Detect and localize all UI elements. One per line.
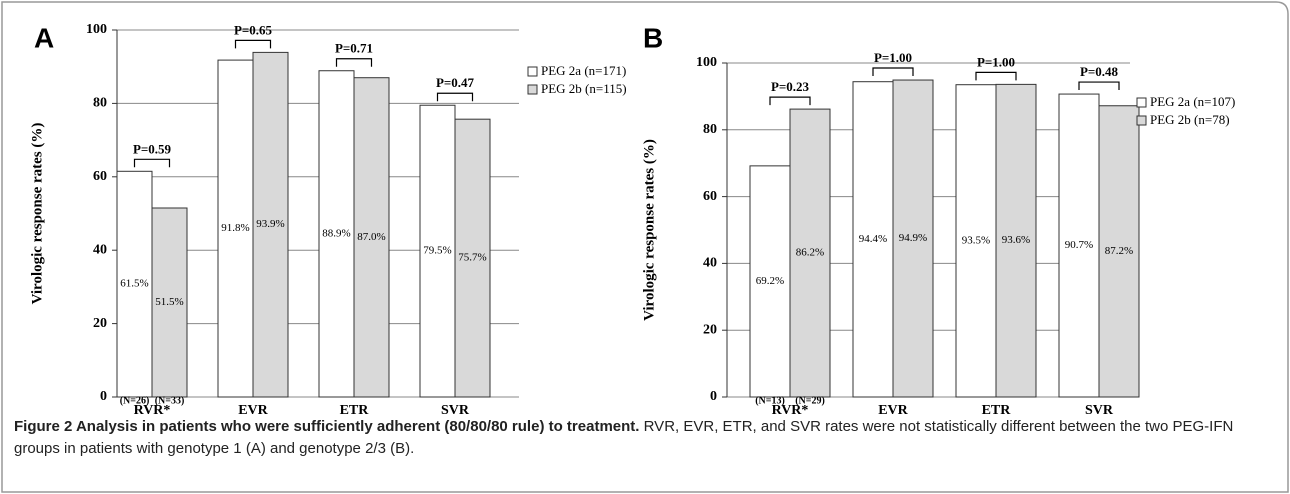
y-tick-label: 80 xyxy=(703,122,717,137)
p-value: P=1.00 xyxy=(977,54,1015,69)
n-label: (N=13) xyxy=(755,395,785,406)
legend-label: PEG 2b (n=78) xyxy=(1150,112,1230,127)
legend-label: PEG 2b (n=115) xyxy=(541,81,627,96)
caption-text: RVR, EVR, ETR, and SVR rates were not st… xyxy=(14,418,1234,457)
y-tick-label: 40 xyxy=(703,256,717,271)
bar xyxy=(353,77,390,398)
value-label: 86.2% xyxy=(796,247,824,259)
x-tick-label: EVR xyxy=(238,403,268,418)
bar xyxy=(995,83,1037,398)
bar xyxy=(892,79,934,398)
value-label: 69.2% xyxy=(756,275,784,287)
y-axis-label: Virologic response rates (%) xyxy=(29,123,45,305)
x-tick-label: SVR xyxy=(441,403,470,418)
p-bracket xyxy=(872,67,914,77)
bar xyxy=(116,170,153,398)
p-bracket xyxy=(436,92,474,102)
x-tick-label: ETR xyxy=(340,403,370,418)
p-value: P=1.00 xyxy=(874,50,912,65)
bar xyxy=(749,165,791,398)
p-value: P=0.65 xyxy=(234,22,273,37)
value-label: 79.5% xyxy=(423,245,451,257)
y-tick-label: 0 xyxy=(100,389,107,404)
value-label: 75.7% xyxy=(458,252,486,264)
bar xyxy=(151,207,188,398)
p-value: P=0.59 xyxy=(133,141,172,156)
panel-letter: B xyxy=(643,22,663,53)
x-tick-label: RVR* xyxy=(134,403,171,418)
value-label: 87.2% xyxy=(1105,245,1133,257)
y-tick-label: 100 xyxy=(86,22,107,37)
legend-label: PEG 2a (n=107) xyxy=(1150,94,1235,109)
panel-letter: A xyxy=(34,22,54,53)
n-label: (N=29) xyxy=(795,395,825,406)
y-tick-label: 60 xyxy=(93,169,107,184)
bar xyxy=(789,108,831,398)
legend-swatch xyxy=(1136,97,1147,108)
p-value: P=0.48 xyxy=(1080,64,1119,79)
y-axis-label: Virologic response rates (%) xyxy=(641,139,657,321)
p-bracket xyxy=(975,71,1017,81)
bar xyxy=(252,51,289,398)
value-label: 91.8% xyxy=(221,222,249,234)
bar xyxy=(852,81,894,398)
legend-label: PEG 2a (n=171) xyxy=(541,63,626,78)
x-tick-label: RVR* xyxy=(772,403,809,418)
value-label: 93.9% xyxy=(256,218,284,230)
bar xyxy=(318,70,355,398)
p-bracket xyxy=(133,158,171,168)
value-label: 93.5% xyxy=(962,234,990,246)
y-tick-label: 100 xyxy=(696,55,717,70)
p-bracket xyxy=(335,58,373,67)
bar xyxy=(454,118,491,398)
legend-swatch xyxy=(527,66,538,77)
p-bracket xyxy=(1078,81,1120,91)
caption: Figure 2 Analysis in patients who were s… xyxy=(14,416,1276,460)
y-tick-label: 20 xyxy=(703,322,717,337)
legend-swatch xyxy=(1136,115,1147,126)
value-label: 90.7% xyxy=(1065,239,1093,251)
bar xyxy=(419,104,456,398)
p-value: P=0.71 xyxy=(335,41,373,56)
bar xyxy=(1098,105,1140,398)
value-label: 61.5% xyxy=(120,278,148,290)
value-label: 94.4% xyxy=(859,233,887,245)
p-value: P=0.23 xyxy=(771,79,810,94)
n-label: (N=26) xyxy=(120,395,150,406)
x-tick-label: ETR xyxy=(982,403,1012,418)
y-tick-label: 0 xyxy=(710,389,717,404)
p-bracket xyxy=(769,96,811,106)
y-tick-label: 40 xyxy=(93,242,107,257)
y-tick-label: 60 xyxy=(703,189,717,204)
n-label: (N=33) xyxy=(155,395,185,406)
caption-title: Figure 2 Analysis in patients who were s… xyxy=(14,418,640,435)
p-bracket xyxy=(234,39,272,49)
value-label: 51.5% xyxy=(155,296,183,308)
value-label: 88.9% xyxy=(322,227,350,239)
value-label: 87.0% xyxy=(357,231,385,243)
y-tick-label: 80 xyxy=(93,96,107,111)
value-label: 94.9% xyxy=(899,232,927,244)
y-tick-label: 20 xyxy=(93,316,107,331)
x-tick-label: SVR xyxy=(1085,403,1114,418)
p-value: P=0.47 xyxy=(436,75,475,90)
x-tick-label: EVR xyxy=(878,403,908,418)
value-label: 93.6% xyxy=(1002,234,1030,246)
legend-swatch xyxy=(527,84,538,95)
